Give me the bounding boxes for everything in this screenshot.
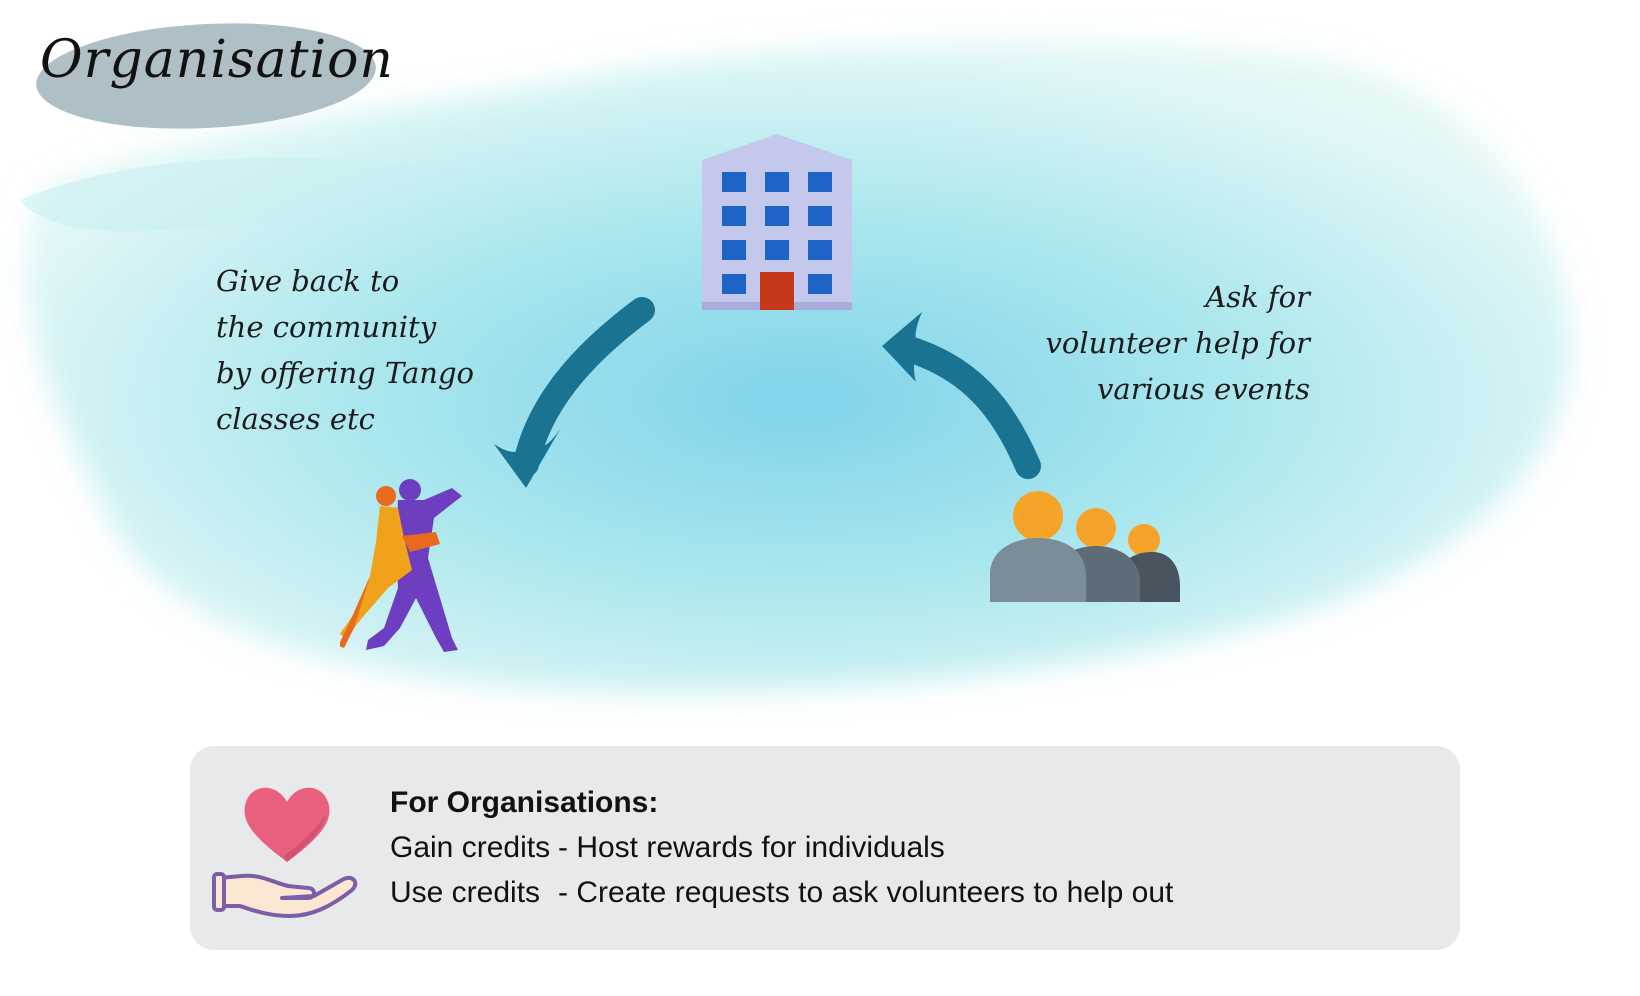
info-row: Use credits - Create requests to ask vol… (390, 870, 1173, 915)
arrow-to-building (882, 312, 1041, 479)
info-panel (190, 746, 1460, 950)
tango-dancers-icon (340, 479, 462, 652)
info-row-text: - Create requests to ask volunteers to h… (558, 876, 1174, 909)
note-line: Ask for (1205, 280, 1310, 314)
info-row-label: Gain credits (390, 831, 551, 864)
page-title: Organisation (40, 30, 394, 90)
note-line: classes etc (216, 402, 375, 436)
note-line: by offering Tango (216, 356, 475, 390)
note-line: Give back to (216, 264, 400, 298)
give-back-note: Give back to the community by offering T… (216, 258, 474, 442)
arrow-to-dancers (494, 297, 655, 488)
note-line: various events (1097, 372, 1310, 406)
info-text: For Organisations: Gain credits - Host r… (390, 780, 1173, 915)
info-row-text: - Host rewards for individuals (558, 831, 945, 864)
info-row-label: Use credits (390, 876, 541, 909)
note-line: volunteer help for (1045, 326, 1310, 360)
heart-in-hand-icon (212, 787, 358, 918)
office-building-icon (702, 134, 852, 310)
group-of-people-icon (990, 491, 1180, 602)
ask-volunteers-note: Ask for volunteer help for various event… (1046, 274, 1310, 412)
note-line: the community (216, 310, 437, 344)
info-row: Gain credits - Host rewards for individu… (390, 825, 1173, 870)
info-heading: For Organisations: (390, 786, 659, 819)
